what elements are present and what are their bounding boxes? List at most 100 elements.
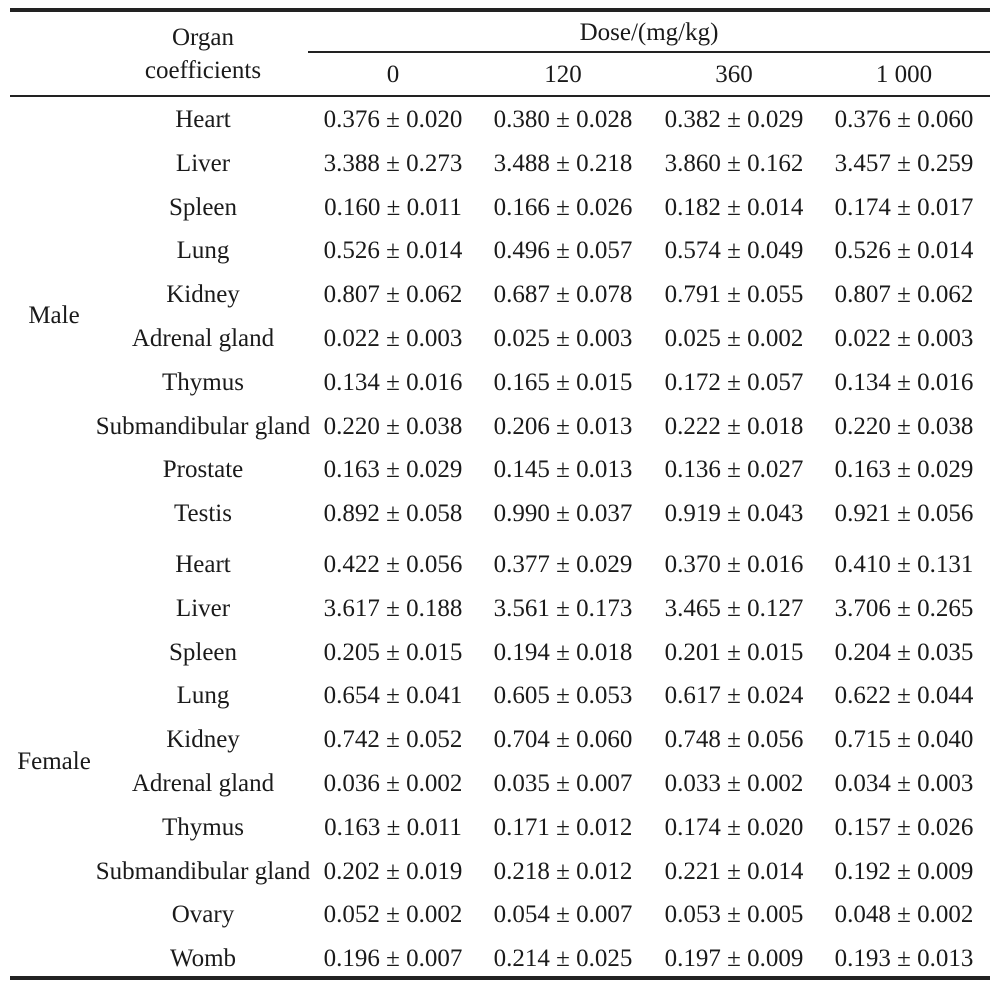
value-cell: 0.380 ± 0.028: [493, 106, 633, 133]
value-cell: 0.163 ± 0.011: [324, 813, 462, 841]
value-cell: 0.921 ± 0.056: [834, 500, 974, 528]
dose-column-360: 360: [715, 61, 753, 88]
value-cell: 0.022 ± 0.003: [834, 325, 974, 352]
organ-name: Submandibular gland: [95, 857, 311, 885]
value-cell: 0.163 ± 0.029: [323, 456, 463, 484]
organ-name: Liver: [175, 149, 231, 177]
value-cell: 0.172 ± 0.057: [664, 368, 804, 396]
value-cell: 0.221 ± 0.014: [664, 857, 804, 885]
organ-name: Submandibular gland: [95, 412, 311, 440]
organ-name: Kidney: [166, 281, 240, 309]
value-cell: 0.605 ± 0.053: [493, 682, 633, 710]
value-cell: 0.134 ± 0.016: [323, 368, 463, 396]
value-cell: 0.136 ± 0.027: [664, 456, 804, 484]
value-cell: 3.465 ± 0.127: [664, 594, 804, 622]
value-cell: 0.422 ± 0.056: [323, 551, 463, 578]
dose-column-0: 0: [386, 61, 400, 88]
value-cell: 0.166 ± 0.026: [493, 193, 633, 221]
value-cell: 0.160 ± 0.011: [324, 193, 462, 221]
value-cell: 0.048 ± 0.002: [834, 901, 974, 929]
organ-name: Thymus: [162, 368, 244, 396]
value-cell: 0.807 ± 0.062: [834, 281, 974, 309]
organ-name: Liver: [175, 594, 231, 622]
value-cell: 0.220 ± 0.038: [323, 412, 463, 440]
value-cell: 0.742 ± 0.052: [323, 726, 463, 754]
organ-name: Lung: [176, 682, 230, 710]
organ-name: Spleen: [168, 193, 238, 221]
value-cell: 0.654 ± 0.041: [323, 682, 463, 710]
organ-header-line1: Organ: [171, 24, 235, 51]
value-cell: 0.025 ± 0.003: [493, 325, 633, 352]
value-cell: 0.193 ± 0.013: [834, 945, 974, 973]
value-cell: 0.220 ± 0.038: [834, 412, 974, 440]
sex-label: Female: [17, 748, 91, 775]
value-cell: 0.748 ± 0.056: [664, 726, 804, 754]
organ-name: Prostate: [162, 456, 244, 484]
value-cell: 0.134 ± 0.016: [834, 368, 974, 396]
table-bottom-rule: [10, 976, 990, 980]
organ-name: Womb: [169, 945, 237, 973]
dose-header: Dose/(mg/kg): [579, 19, 719, 46]
value-cell: 0.376 ± 0.020: [323, 106, 463, 133]
value-cell: 3.457 ± 0.259: [834, 149, 974, 177]
value-cell: 0.376 ± 0.060: [834, 106, 974, 133]
value-cell: 0.622 ± 0.044: [834, 682, 974, 710]
value-cell: 0.035 ± 0.007: [493, 770, 633, 797]
value-cell: 0.715 ± 0.040: [834, 726, 974, 754]
value-cell: 0.617 ± 0.024: [664, 682, 804, 710]
value-cell: 0.033 ± 0.002: [664, 770, 804, 797]
value-cell: 0.174 ± 0.017: [834, 193, 974, 221]
value-cell: 0.145 ± 0.013: [493, 456, 633, 484]
value-cell: 3.706 ± 0.265: [834, 594, 974, 622]
dose-header-rule: [308, 51, 990, 53]
value-cell: 0.202 ± 0.019: [323, 857, 463, 885]
value-cell: 0.171 ± 0.012: [493, 813, 633, 841]
value-cell: 0.382 ± 0.029: [664, 106, 804, 133]
value-cell: 0.205 ± 0.015: [323, 638, 463, 666]
organ-name: Kidney: [166, 726, 240, 754]
value-cell: 0.687 ± 0.078: [493, 281, 633, 309]
value-cell: 0.163 ± 0.029: [834, 456, 974, 484]
value-cell: 0.214 ± 0.025: [493, 945, 633, 973]
value-cell: 0.410 ± 0.131: [834, 551, 974, 578]
value-cell: 0.807 ± 0.062: [323, 281, 463, 309]
value-cell: 0.218 ± 0.012: [493, 857, 633, 885]
value-cell: 0.196 ± 0.007: [323, 945, 463, 973]
value-cell: 0.025 ± 0.002: [664, 325, 804, 352]
value-cell: 3.860 ± 0.162: [664, 149, 804, 177]
value-cell: 0.204 ± 0.035: [834, 638, 974, 666]
value-cell: 3.488 ± 0.218: [493, 149, 633, 177]
value-cell: 0.157 ± 0.026: [834, 813, 974, 841]
value-cell: 3.388 ± 0.273: [323, 149, 463, 177]
value-cell: 0.791 ± 0.055: [664, 281, 804, 309]
sex-label: Male: [28, 302, 80, 329]
value-cell: 0.892 ± 0.058: [323, 500, 463, 528]
organ-name: Lung: [176, 237, 230, 265]
organ-name: Spleen: [168, 638, 238, 666]
value-cell: 0.053 ± 0.005: [664, 901, 804, 929]
value-cell: 0.197 ± 0.009: [664, 945, 804, 973]
value-cell: 0.526 ± 0.014: [834, 237, 974, 265]
dose-column-1000: 1 000: [875, 61, 933, 88]
value-cell: 0.377 ± 0.029: [493, 551, 633, 578]
organ-name: Heart: [175, 106, 231, 133]
organ-name: Adrenal gland: [131, 770, 275, 797]
value-cell: 0.526 ± 0.014: [323, 237, 463, 265]
organ-header-line2: coefficients: [144, 57, 262, 84]
value-cell: 0.496 ± 0.057: [493, 237, 633, 265]
dose-column-120: 120: [544, 61, 582, 88]
value-cell: 0.201 ± 0.015: [664, 638, 804, 666]
value-cell: 0.022 ± 0.003: [323, 325, 463, 352]
organ-name: Testis: [174, 500, 232, 528]
value-cell: 0.222 ± 0.018: [664, 412, 804, 440]
value-cell: 0.206 ± 0.013: [493, 412, 633, 440]
value-cell: 3.561 ± 0.173: [493, 594, 633, 622]
value-cell: 0.370 ± 0.016: [664, 551, 804, 578]
value-cell: 3.617 ± 0.188: [323, 594, 463, 622]
value-cell: 0.052 ± 0.002: [323, 901, 463, 929]
value-cell: 0.194 ± 0.018: [493, 638, 633, 666]
value-cell: 0.036 ± 0.002: [323, 770, 463, 797]
organ-name: Heart: [175, 551, 231, 578]
value-cell: 0.704 ± 0.060: [493, 726, 633, 754]
table-header-rule: [10, 95, 990, 97]
